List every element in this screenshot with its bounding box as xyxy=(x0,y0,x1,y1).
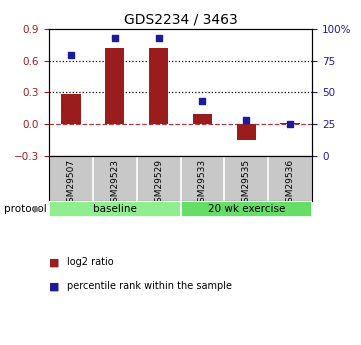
Bar xyxy=(61,93,81,124)
Text: ■: ■ xyxy=(49,257,59,267)
Bar xyxy=(236,124,256,140)
Bar xyxy=(280,123,300,124)
Bar xyxy=(180,200,312,217)
Text: GSM29507: GSM29507 xyxy=(66,159,75,208)
Text: baseline: baseline xyxy=(93,204,136,214)
Text: GSM29535: GSM29535 xyxy=(242,159,251,208)
Text: percentile rank within the sample: percentile rank within the sample xyxy=(67,282,232,291)
Bar xyxy=(149,48,169,124)
Point xyxy=(200,99,205,104)
Text: log2 ratio: log2 ratio xyxy=(67,257,113,267)
Text: ▶: ▶ xyxy=(34,204,42,214)
Bar xyxy=(105,48,125,124)
Point xyxy=(112,36,118,41)
Text: protocol: protocol xyxy=(4,204,46,214)
Bar xyxy=(192,114,212,124)
Bar xyxy=(49,200,180,217)
Text: GSM29533: GSM29533 xyxy=(198,159,207,208)
Point xyxy=(68,52,74,57)
Text: ■: ■ xyxy=(49,282,59,291)
Point xyxy=(243,118,249,123)
Title: GDS2234 / 3463: GDS2234 / 3463 xyxy=(123,13,238,27)
Point xyxy=(287,121,293,127)
Point xyxy=(156,36,161,41)
Text: GSM29523: GSM29523 xyxy=(110,159,119,208)
Text: GSM29529: GSM29529 xyxy=(154,159,163,208)
Text: 20 wk exercise: 20 wk exercise xyxy=(208,204,285,214)
Text: GSM29536: GSM29536 xyxy=(286,159,295,208)
